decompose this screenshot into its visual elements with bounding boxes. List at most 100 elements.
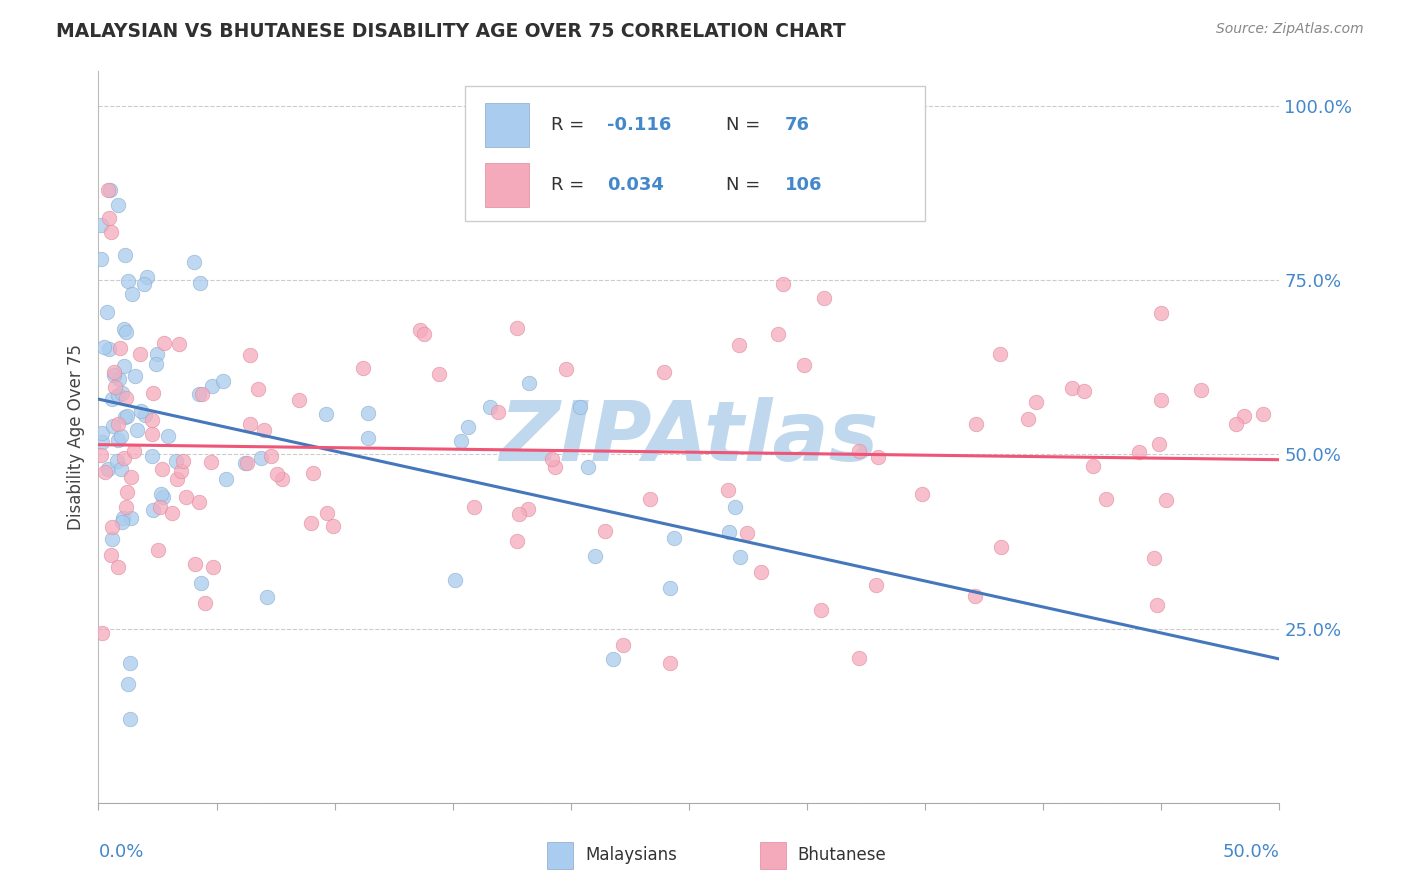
Point bbox=[97, 342, 120, 356]
Point bbox=[94, 465, 117, 479]
Point bbox=[107, 417, 129, 432]
Point bbox=[322, 519, 344, 533]
Point bbox=[301, 466, 323, 480]
Point bbox=[238, 348, 260, 362]
Point bbox=[118, 712, 141, 726]
Point bbox=[115, 484, 138, 499]
Point bbox=[172, 454, 194, 468]
Point bbox=[848, 651, 870, 665]
Point bbox=[602, 652, 624, 666]
Point bbox=[988, 347, 1011, 361]
Point bbox=[120, 470, 142, 484]
Point bbox=[101, 532, 124, 546]
Point bbox=[479, 400, 502, 414]
Point bbox=[107, 559, 129, 574]
Point bbox=[121, 287, 143, 301]
Point bbox=[98, 183, 121, 197]
Point bbox=[540, 451, 562, 466]
Point bbox=[165, 453, 187, 467]
FancyBboxPatch shape bbox=[485, 163, 530, 207]
Point bbox=[134, 408, 156, 422]
Point bbox=[516, 501, 538, 516]
Point bbox=[111, 386, 134, 401]
Point bbox=[965, 417, 987, 432]
Point bbox=[239, 417, 262, 432]
Point bbox=[865, 578, 887, 592]
Point bbox=[772, 277, 794, 291]
Point bbox=[100, 392, 122, 406]
Point bbox=[271, 472, 294, 486]
Point bbox=[409, 323, 432, 337]
Point bbox=[249, 450, 271, 465]
Point bbox=[117, 677, 139, 691]
Point bbox=[472, 189, 495, 203]
Point bbox=[115, 325, 138, 339]
Text: ZIPAtlas: ZIPAtlas bbox=[499, 397, 879, 477]
Point bbox=[90, 434, 112, 449]
Point bbox=[100, 548, 122, 562]
Text: Source: ZipAtlas.com: Source: ZipAtlas.com bbox=[1216, 22, 1364, 37]
Point bbox=[90, 448, 112, 462]
Point bbox=[544, 460, 567, 475]
Point bbox=[1150, 306, 1173, 320]
Point bbox=[141, 427, 163, 442]
Point bbox=[90, 252, 112, 267]
Point bbox=[256, 591, 278, 605]
Point bbox=[97, 462, 120, 476]
FancyBboxPatch shape bbox=[547, 841, 574, 870]
Point bbox=[141, 413, 163, 427]
Point bbox=[100, 225, 122, 239]
Point bbox=[108, 372, 131, 386]
Point bbox=[1060, 381, 1083, 395]
Point bbox=[152, 490, 174, 504]
Point bbox=[170, 464, 193, 478]
Point bbox=[612, 638, 634, 652]
FancyBboxPatch shape bbox=[464, 86, 925, 221]
Point bbox=[1073, 384, 1095, 399]
Point bbox=[111, 511, 134, 525]
Point bbox=[93, 340, 115, 354]
Point bbox=[90, 218, 112, 232]
Point bbox=[1017, 412, 1039, 426]
Point bbox=[253, 423, 276, 437]
Point bbox=[127, 423, 149, 437]
Point bbox=[135, 270, 157, 285]
Point bbox=[188, 387, 211, 401]
Point bbox=[118, 657, 141, 671]
Point bbox=[114, 500, 136, 515]
Point bbox=[146, 347, 169, 361]
Point bbox=[190, 276, 212, 290]
FancyBboxPatch shape bbox=[485, 103, 530, 146]
Text: -0.116: -0.116 bbox=[607, 116, 672, 134]
Point bbox=[658, 657, 681, 671]
Point bbox=[148, 542, 170, 557]
Point bbox=[593, 524, 616, 539]
Point bbox=[911, 487, 934, 501]
Point bbox=[810, 603, 832, 617]
Point bbox=[111, 515, 134, 529]
Point bbox=[1189, 384, 1212, 398]
Point bbox=[717, 525, 740, 540]
Point bbox=[200, 455, 222, 469]
Point bbox=[638, 492, 661, 507]
Point bbox=[201, 378, 224, 392]
Y-axis label: Disability Age Over 75: Disability Age Over 75 bbox=[66, 344, 84, 530]
Point bbox=[107, 434, 129, 448]
Point bbox=[766, 327, 789, 342]
Point bbox=[91, 625, 114, 640]
Point bbox=[96, 305, 118, 319]
Point bbox=[1095, 491, 1118, 506]
Point bbox=[90, 425, 112, 440]
Point bbox=[141, 449, 163, 463]
Point bbox=[813, 291, 835, 305]
Point bbox=[183, 255, 205, 269]
Point bbox=[357, 406, 380, 420]
Point bbox=[444, 573, 467, 587]
Point bbox=[166, 472, 188, 486]
Point bbox=[128, 347, 150, 361]
Text: Bhutanese: Bhutanese bbox=[797, 847, 886, 864]
Point bbox=[235, 456, 257, 470]
Point bbox=[427, 367, 450, 381]
Point bbox=[150, 462, 173, 476]
Point bbox=[654, 365, 676, 379]
